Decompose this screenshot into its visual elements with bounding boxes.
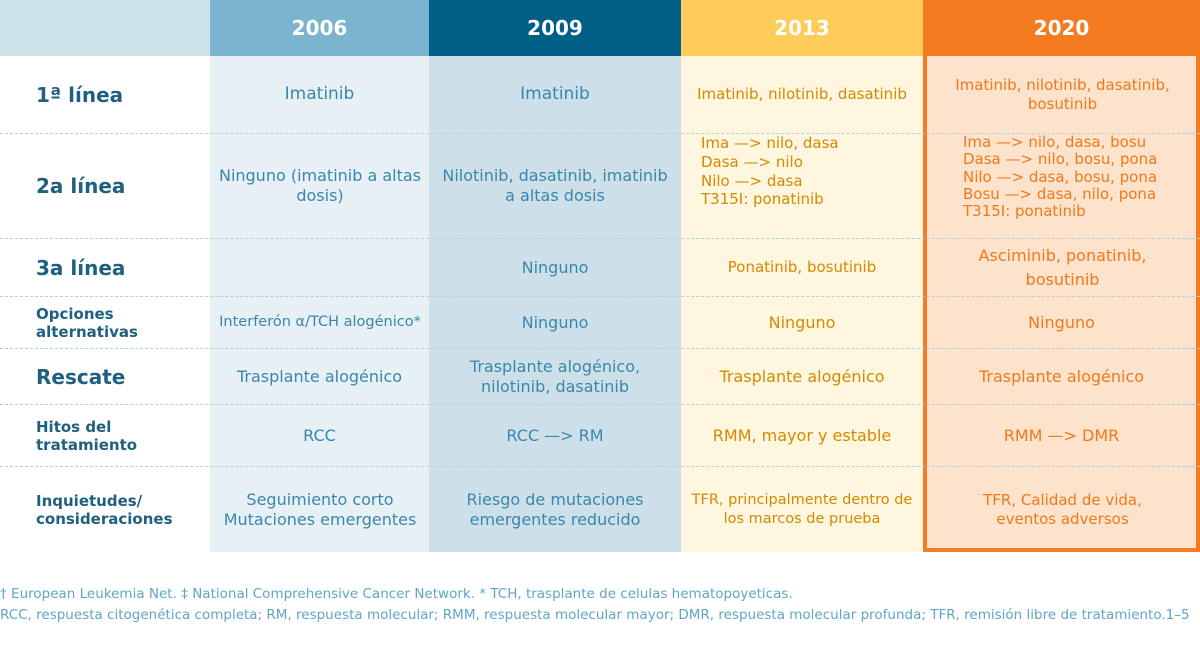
cell-2006-opciones: Interferón α/TCH alogénico*: [219, 314, 421, 331]
cell-2020-1a-linea: Imatinib, nilotinib, dasatinib, bosutini…: [955, 75, 1170, 113]
header-2013: 2013: [681, 0, 923, 56]
header-2009: 2009: [429, 0, 681, 56]
row-divider: [0, 238, 1200, 239]
label-column: [0, 0, 210, 552]
row-label-2a-linea: 2a línea: [36, 174, 126, 198]
cell-2013-hitos: RMM, mayor y estable: [712, 425, 892, 445]
cell-2009-hitos: RCC —> RM: [506, 425, 604, 445]
cell-2020-2a-linea: Ima —> nilo, dasa, bosu Dasa —> nilo, bo…: [943, 133, 1193, 238]
header-2020: 2020: [923, 0, 1200, 56]
row-divider: [0, 348, 1200, 349]
row-divider: [0, 296, 1200, 297]
cell-2020-hitos: RMM —> DMR: [1003, 425, 1120, 445]
column-2006: [210, 0, 429, 552]
row-divider: [0, 466, 1200, 467]
row-label-opciones-alternativas: Opciones alternativas: [36, 304, 138, 341]
treatment-comparison-table: 2006 2009 2013 2020 1ª línea Imatinib Im…: [0, 0, 1200, 552]
cell-2006-2a-linea: Ninguno (imatinib a altas dosis): [218, 166, 422, 205]
cell-2009-rescate: Trasplante alogénico, nilotinib, dasatin…: [469, 356, 641, 396]
list-item: Dasa —> nilo: [701, 152, 803, 171]
cell-2006-inquietudes: Seguimiento corto Mutaciones emergentes: [223, 489, 417, 529]
list-item: T315I: ponatinib: [701, 190, 824, 209]
column-2009: [429, 0, 681, 552]
row-label-1a-linea: 1ª línea: [36, 82, 124, 107]
footnotes: † European Leukemia Net. ‡ National Comp…: [0, 584, 1200, 626]
cell-2006-rescate: Trasplante alogénico: [236, 366, 403, 386]
footnote-definitions: RCC, respuesta citogenética completa; RM…: [0, 606, 1190, 623]
list-item: Nilo —> dasa, bosu, pona: [963, 167, 1158, 186]
header-2006: 2006: [210, 0, 429, 56]
row-divider: [0, 404, 1200, 405]
cell-2013-rescate: Trasplante alogénico: [719, 366, 885, 386]
list-item: Nilo —> dasa: [701, 171, 803, 190]
list-item: Ima —> nilo, dasa, bosu: [963, 133, 1147, 151]
cell-2009-opciones: Ninguno: [521, 312, 589, 332]
row-label-3a-linea: 3a línea: [36, 255, 126, 280]
cell-2013-2a-linea: Ima —> nilo, dasa Dasa —> nilo Nilo —> d…: [681, 134, 923, 238]
row-label-hitos: Hitos del tratamiento: [36, 417, 138, 454]
list-item: T315I: ponatinib: [963, 202, 1086, 220]
cell-2009-2a-linea: Nilotinib, dasatinib, imatinib a altas d…: [442, 166, 668, 205]
list-item: Dasa —> nilo, bosu, pona: [963, 150, 1158, 169]
cell-2020-inquietudes: TFR, Calidad de vida, eventos adversos: [983, 490, 1142, 528]
row-divider: [0, 133, 1200, 134]
header-empty: [0, 0, 210, 56]
cell-2009-inquietudes: Riesgo de mutaciones emergentes reducido: [466, 489, 644, 529]
column-2020-highlight: [923, 0, 1200, 552]
cell-2013-1a-linea: Imatinib, nilotinib, dasatinib: [697, 85, 907, 104]
cell-2020-rescate: Trasplante alogénico: [978, 366, 1145, 386]
cell-2006-hitos: RCC: [303, 425, 336, 445]
cell-2006-1a-linea: Imatinib: [284, 83, 355, 104]
cell-2013-opciones: Ninguno: [768, 312, 836, 332]
column-2013: [681, 0, 923, 552]
footnote-abbreviations: † European Leukemia Net. ‡ National Comp…: [0, 586, 793, 602]
cell-2020-3a-linea: Asciminib, ponatinib, bosutinib: [978, 246, 1147, 289]
cell-2020-opciones: Ninguno: [1028, 312, 1095, 332]
list-item: Bosu —> dasa, nilo, pona: [963, 184, 1157, 203]
cell-2013-inquietudes: TFR, principalmente dentro de los marcos…: [691, 492, 913, 527]
row-label-rescate: Rescate: [36, 364, 126, 389]
cell-2006-3a-linea: [210, 239, 429, 296]
list-item: Ima —> nilo, dasa: [701, 134, 839, 152]
cell-2013-3a-linea: Ponatinib, bosutinib: [727, 258, 877, 277]
cell-2009-1a-linea: Imatinib: [520, 83, 590, 104]
cell-2009-3a-linea: Ninguno: [521, 257, 589, 277]
row-label-inquietudes: Inquietudes/ consideraciones: [36, 491, 173, 528]
